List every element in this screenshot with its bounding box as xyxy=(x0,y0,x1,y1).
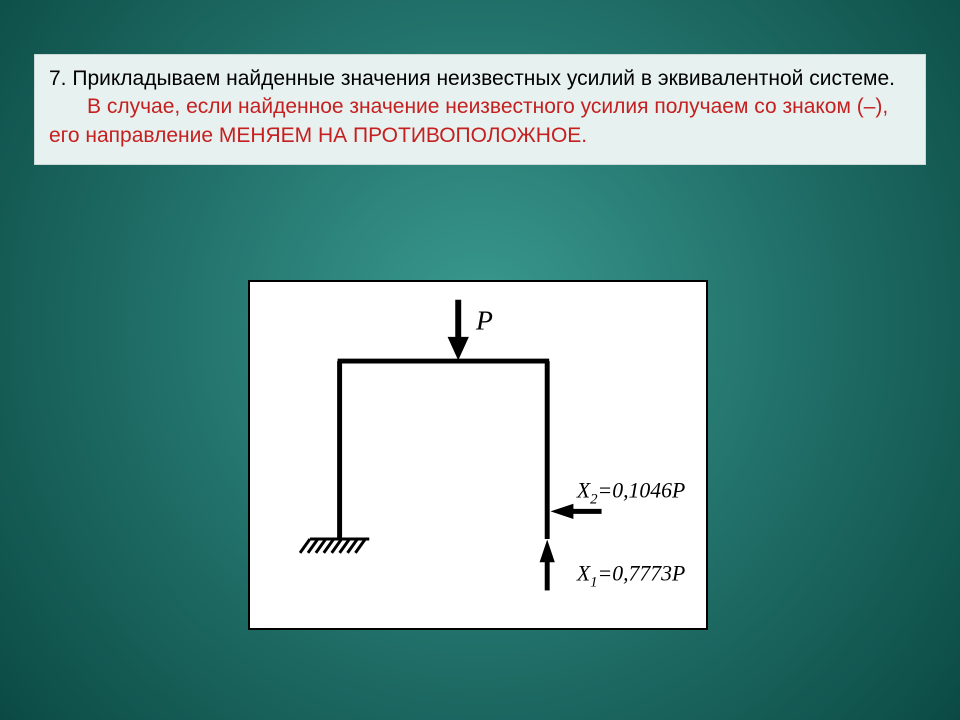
p-force-arrow xyxy=(448,300,468,359)
text-box: 7. Прикладываем найденные значения неизв… xyxy=(34,54,926,165)
frame xyxy=(338,361,550,539)
diagram-container: P X2=0,1046P X1=0,7773P xyxy=(248,280,708,630)
step-text: 7. Прикладываем найденные значения неизв… xyxy=(49,67,895,90)
x1-force-arrow xyxy=(540,541,554,590)
p-label: P xyxy=(475,304,493,335)
note-text: В случае, если найденное значение неизве… xyxy=(49,95,888,146)
x1-label: X1=0,7773P xyxy=(576,562,685,591)
fixed-support xyxy=(300,539,369,553)
slide: 7. Прикладываем найденные значения неизв… xyxy=(0,0,960,720)
x2-label: X2=0,1046P xyxy=(576,479,685,508)
diagram-svg: P X2=0,1046P X1=0,7773P xyxy=(250,282,706,628)
